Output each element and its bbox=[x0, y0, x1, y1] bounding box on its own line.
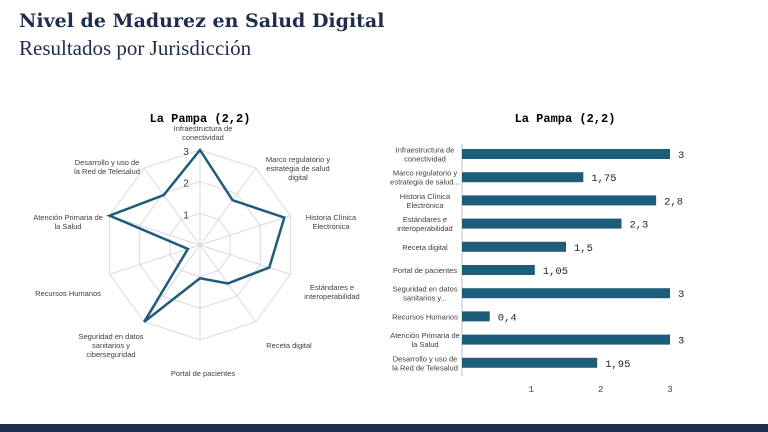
bar-category-label: Seguridad en datos bbox=[392, 285, 457, 294]
radar-axis-label-line: Marco regulatorio y bbox=[266, 155, 330, 164]
radar-axis-label-line: Portal de pacientes bbox=[171, 369, 235, 378]
radar-axis-label-line: sanitarios y bbox=[92, 341, 130, 350]
bar bbox=[462, 334, 670, 345]
radar-tick-label: 1 bbox=[183, 210, 189, 221]
bar-category-label: Marco regulatorio y bbox=[393, 169, 457, 178]
bar-category-label: Atención Primaria de bbox=[390, 331, 460, 340]
bar-data-label: 2,8 bbox=[664, 196, 683, 208]
radar-axis-label-line: conectividad bbox=[182, 133, 224, 142]
radar-axis-label-line: la Red de Telesalud bbox=[74, 167, 140, 176]
bar-x-tick-label: 3 bbox=[667, 385, 672, 395]
radar-axis-label-line: la Salud bbox=[54, 222, 81, 231]
radar-axis-label-line: Infraestructura de bbox=[174, 124, 233, 133]
radar-axis-label-line: digital bbox=[288, 173, 308, 182]
bar-category-label: estrategia de salud... bbox=[390, 178, 460, 187]
bar-category-label: Desarrollo y uso de bbox=[393, 354, 458, 363]
radar-spoke bbox=[199, 215, 291, 246]
page-subtitle: Resultados por Jurisdicción bbox=[19, 36, 252, 60]
bar-title: La Pampa (2,2) bbox=[515, 112, 616, 126]
radar-axis-label-line: interoperabilidad bbox=[304, 292, 359, 301]
bar-data-label: 3 bbox=[678, 289, 684, 301]
bar-category-label: Recursos Humanos bbox=[392, 312, 458, 321]
radar-series-line bbox=[106, 147, 286, 323]
bar-category-label: Historia Clínica bbox=[400, 192, 451, 201]
bar-category-label: Estándares e bbox=[403, 215, 447, 224]
radar-axis-label-line: Recursos Humanos bbox=[35, 289, 101, 298]
bar-data-label: 3 bbox=[678, 336, 684, 348]
radar-spoke bbox=[143, 167, 201, 246]
bar-x-tick-label: 2 bbox=[598, 385, 603, 395]
radar-axis-label-line: Electrónica bbox=[312, 222, 350, 231]
bar-data-label: 0,4 bbox=[498, 312, 517, 324]
bar bbox=[462, 265, 535, 275]
radar-spoke bbox=[109, 215, 201, 246]
page-title: Nivel de Madurez en Salud Digital bbox=[19, 10, 385, 32]
bar-category-label: Receta digital bbox=[402, 243, 448, 252]
radar-axis-label-line: Historia Clínica bbox=[306, 213, 357, 222]
bar-category-label: Portal de pacientes bbox=[393, 266, 457, 275]
radar-axis-label-line: Atención Primaria de bbox=[33, 213, 103, 222]
bar-category-label: la Red de Telesalud bbox=[392, 363, 458, 372]
bar-data-label: 1,05 bbox=[543, 266, 568, 278]
bar-data-label: 1,75 bbox=[591, 173, 616, 185]
radar-title: La Pampa (2,2) bbox=[150, 112, 251, 126]
radar-axis-label-line: Estándares e bbox=[310, 283, 354, 292]
bar-x-tick-label: 1 bbox=[529, 385, 534, 395]
bar bbox=[462, 241, 566, 252]
radar-tick-label: 3 bbox=[183, 147, 189, 158]
bar-data-label: 1,5 bbox=[574, 243, 593, 255]
bar bbox=[462, 357, 598, 368]
radar-axis-label-line: estrategia de salud bbox=[266, 164, 329, 173]
bar-category-label: Infraestructura de bbox=[396, 146, 455, 155]
radar-tick-label: 2 bbox=[183, 179, 189, 190]
bar-category-label: sanitarios y... bbox=[403, 294, 447, 303]
bar-category-label: conectividad bbox=[404, 155, 446, 164]
footer-bar bbox=[0, 424, 768, 432]
radar-spoke bbox=[199, 167, 257, 246]
radar-spoke bbox=[199, 244, 291, 275]
bar-category-label: la Salud bbox=[411, 340, 438, 349]
radar-axis-label-line: Seguridad en datos bbox=[78, 332, 143, 341]
bar-category-label: Electrónica bbox=[406, 201, 444, 210]
radar-axis-label-line: Desarrollo y uso de bbox=[75, 158, 140, 167]
bar bbox=[462, 311, 490, 322]
bar-data-label: 1,95 bbox=[605, 359, 630, 371]
bar bbox=[462, 149, 670, 159]
radar-axis-label-line: Receta digital bbox=[266, 341, 312, 350]
bar bbox=[462, 218, 622, 229]
bar-data-label: 2,3 bbox=[629, 220, 648, 232]
bar bbox=[462, 172, 584, 183]
bar-category-label: interoperabilidad bbox=[397, 224, 452, 233]
radar-axis-label-line: ciberseguridad bbox=[86, 350, 135, 359]
bar bbox=[462, 195, 657, 206]
bar-data-label: 3 bbox=[678, 150, 684, 162]
radar-spoke bbox=[143, 244, 201, 323]
radar-spoke bbox=[109, 244, 201, 275]
bar bbox=[462, 288, 670, 299]
